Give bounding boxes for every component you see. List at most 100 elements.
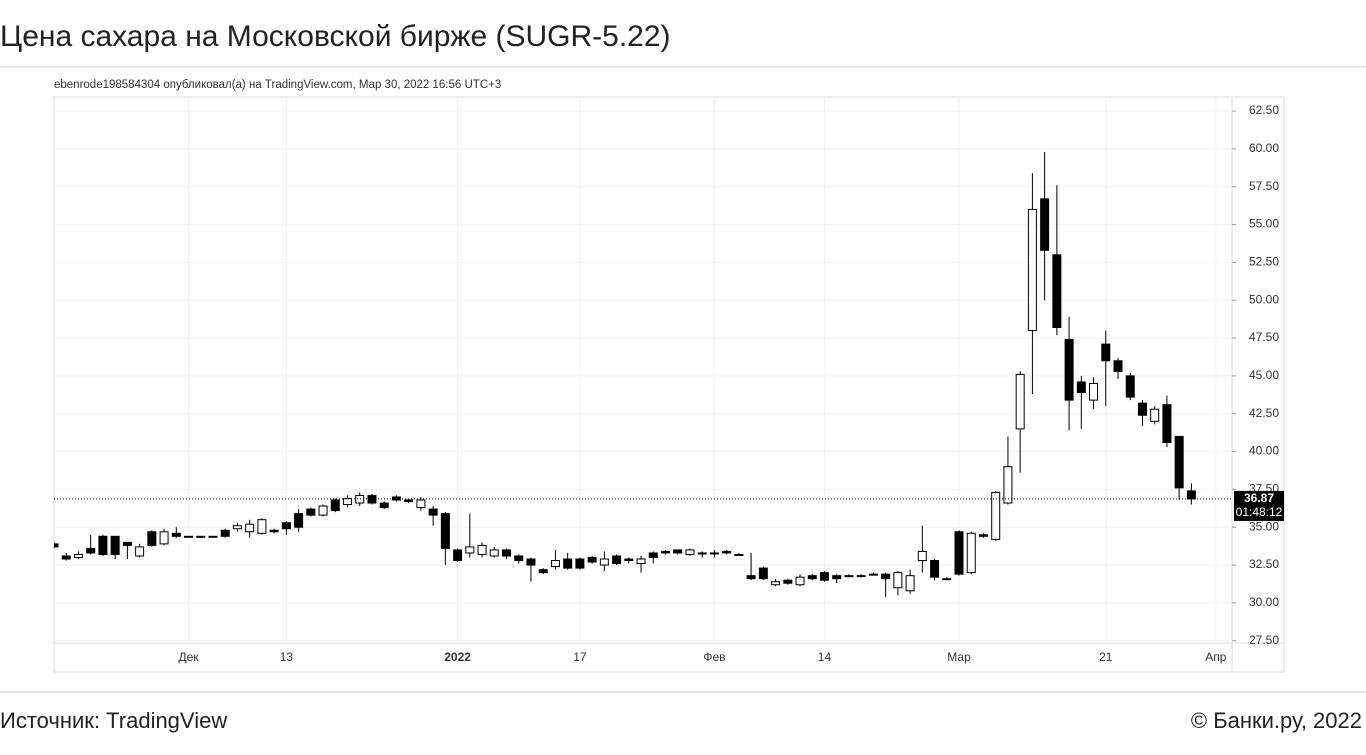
candle-body xyxy=(281,522,291,530)
candle-body xyxy=(795,576,805,586)
candle-body xyxy=(1186,490,1196,500)
candle-body xyxy=(269,529,279,533)
x-tick-label: 17 xyxy=(573,650,587,664)
candle-body xyxy=(819,572,829,581)
candle-body xyxy=(734,553,744,556)
candle-body xyxy=(379,502,389,509)
candle-body xyxy=(54,543,59,548)
candle-body xyxy=(1089,382,1099,401)
candle-body xyxy=(1150,408,1160,422)
y-tick-label: 27.50 xyxy=(1249,633,1279,647)
candle-body xyxy=(758,567,768,580)
candle-body xyxy=(1125,375,1135,398)
candle-body xyxy=(648,552,658,558)
candle-body xyxy=(355,494,365,504)
candle-body xyxy=(978,534,988,537)
candle-body xyxy=(135,546,145,557)
y-tick-label: 50.00 xyxy=(1249,292,1279,306)
countdown-label: 01:48:12 xyxy=(1236,505,1283,519)
candle-body xyxy=(746,575,756,580)
candle-body xyxy=(110,535,120,555)
candle-body xyxy=(404,499,414,503)
candle-body xyxy=(832,575,842,580)
x-tick-label: Дек xyxy=(178,650,199,664)
candle-body xyxy=(1003,466,1013,504)
x-tick-label: Фев xyxy=(703,650,725,664)
candle-body xyxy=(232,525,242,530)
candle-body xyxy=(636,558,646,565)
candle-body xyxy=(184,535,194,538)
x-tick-label: 13 xyxy=(280,650,294,664)
candle-body xyxy=(306,508,316,516)
candle-body xyxy=(1040,198,1050,251)
candle-body xyxy=(147,531,157,546)
candle-body xyxy=(575,558,585,569)
candle-body xyxy=(489,549,499,557)
candle-body xyxy=(942,578,952,581)
y-tick-label: 62.50 xyxy=(1249,103,1279,117)
y-tick-label: 60.00 xyxy=(1249,141,1279,155)
candle-body xyxy=(159,531,169,545)
candle-body xyxy=(673,549,683,554)
candle-body xyxy=(722,550,732,554)
candle-body xyxy=(624,558,634,562)
y-tick-label: 42.50 xyxy=(1249,406,1279,420)
candle-body xyxy=(294,513,304,528)
candle-body xyxy=(465,546,475,554)
last-price-label: 36.87 xyxy=(1244,491,1274,505)
candle-body xyxy=(330,499,340,512)
y-tick-label: 32.50 xyxy=(1249,557,1279,571)
x-tick-label: 2022 xyxy=(444,650,471,664)
last-price-box xyxy=(1234,490,1284,521)
candle-body xyxy=(502,549,512,557)
attribution: ebenrode198584304 опубликовал(а) на Trad… xyxy=(54,79,501,91)
x-tick-label: Мар xyxy=(947,650,971,664)
candle-body xyxy=(318,505,328,516)
candle-body xyxy=(1027,208,1037,332)
candle-body xyxy=(612,555,622,565)
candle-body xyxy=(208,535,218,538)
candle-body xyxy=(514,555,524,562)
x-tick-label: 14 xyxy=(818,650,832,664)
x-tick-label: Апр xyxy=(1205,650,1227,664)
candle-body xyxy=(807,575,817,580)
candle-body xyxy=(587,556,597,563)
candle-body xyxy=(98,535,108,555)
candle-body xyxy=(428,508,438,516)
candle-body xyxy=(917,550,927,562)
candle-body xyxy=(599,558,609,566)
page-title: Цена сахара на Московской бирже (SUGR-5.… xyxy=(0,20,671,53)
candle-body xyxy=(538,569,548,574)
candle-body xyxy=(73,553,83,558)
candle-body xyxy=(563,558,573,569)
candle-body xyxy=(1162,404,1172,443)
candle-body xyxy=(954,531,964,575)
candle-body xyxy=(526,558,536,566)
candle-body xyxy=(1015,373,1025,430)
candle-body xyxy=(416,499,426,509)
candle-body xyxy=(1052,254,1062,328)
y-tick-label: 30.00 xyxy=(1249,595,1279,609)
candle-body xyxy=(245,523,255,533)
y-tick-label: 57.50 xyxy=(1249,179,1279,193)
candle-body xyxy=(771,581,781,586)
source: Источник: TradingView xyxy=(0,708,227,733)
candle-body xyxy=(881,573,891,580)
candle-body xyxy=(453,549,463,562)
candle-body xyxy=(440,513,450,549)
candle-body xyxy=(783,579,793,584)
copyright: © Банки.ру, 2022 xyxy=(1191,708,1362,733)
candle-body xyxy=(1113,360,1123,372)
y-tick-label: 40.00 xyxy=(1249,444,1279,458)
candle-body xyxy=(856,575,866,578)
candle-body xyxy=(257,519,267,534)
candle-body xyxy=(893,572,903,589)
candle-body xyxy=(1076,381,1086,394)
candle-body xyxy=(991,491,1001,540)
candle-body xyxy=(550,560,560,568)
candle-body xyxy=(697,552,707,555)
candle-body xyxy=(171,532,181,537)
y-tick-label: 52.50 xyxy=(1249,255,1279,269)
candle-body xyxy=(868,573,878,576)
